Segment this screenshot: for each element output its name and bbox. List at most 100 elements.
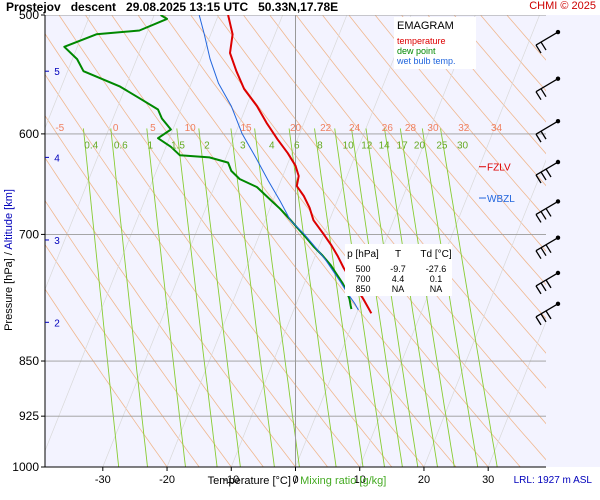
table-cell: 850 xyxy=(355,284,370,294)
wind-barbs xyxy=(535,29,561,326)
wind-barb xyxy=(535,270,561,295)
background-diagonal-line xyxy=(230,15,412,467)
mixing-ratio-label: 20 xyxy=(414,140,426,151)
table-header: Td [°C] xyxy=(420,249,451,260)
dry-adiabat-label: 20 xyxy=(290,123,302,134)
wind-barb-dot xyxy=(555,159,561,165)
dry-adiabat-label: 24 xyxy=(349,123,361,134)
pressure-tick-label: 700 xyxy=(19,227,39,241)
pressure-tick-label: 500 xyxy=(19,8,39,22)
wind-barb-dot xyxy=(555,301,561,307)
wind-barb-feather xyxy=(535,174,542,184)
level-label-wbzl: WBZL xyxy=(487,194,515,205)
mixing-ratio-line xyxy=(288,128,337,467)
mixing-ratio-label: 12 xyxy=(361,140,373,151)
wind-barb-staff xyxy=(535,303,559,318)
table-cell: 0.1 xyxy=(430,274,443,284)
table-cell: 500 xyxy=(355,264,370,274)
credit-label: CHMI © 2025 xyxy=(529,0,596,12)
dry-adiabat-label: 22 xyxy=(320,123,332,134)
wind-barb-dot xyxy=(555,29,561,35)
dry-adiabat-label: 32 xyxy=(458,123,470,134)
altitude-tick-label: 4 xyxy=(54,153,60,164)
mixing-ratio-line xyxy=(421,128,479,467)
pressure-tick-label: 1000 xyxy=(12,460,39,474)
altitude-tick-label: 2 xyxy=(54,318,60,329)
mixing-ratio-line xyxy=(351,128,403,467)
dry-adiabat-line xyxy=(427,15,546,155)
dry-adiabat-label: 30 xyxy=(427,123,439,134)
data-table: p [hPa] T Td [°C] 500 -9.7 -27.6 700 4.4 0.1 850 N… xyxy=(345,244,452,296)
mixing-ratio-label: 3 xyxy=(240,140,246,151)
axis-labels: -5 0 5 10 15 20 22 24 26 28 30 32 340.4 0.6 1 1.5 2 3 4 6 8 1… xyxy=(3,8,503,487)
mixing-ratio-line xyxy=(146,128,186,467)
wind-barb-feather xyxy=(545,208,552,217)
series-line-dew-point xyxy=(63,15,353,310)
dry-adiabat-line xyxy=(58,15,393,467)
background-diagonal-line xyxy=(423,159,546,467)
legend-entry-temperature: temperature xyxy=(397,36,446,46)
wind-barb-feather xyxy=(535,285,542,295)
wind-barb-feather xyxy=(540,313,547,323)
dry-adiabat-label: 0 xyxy=(113,123,119,134)
dry-adiabat-line xyxy=(322,15,546,286)
dry-adiabat-line xyxy=(137,15,489,467)
mixing-ratio-label: 30 xyxy=(457,140,469,151)
x-axis-title: Temperature [°C] / Mixing ratio [g/kg] xyxy=(208,475,387,487)
dry-adiabat-line xyxy=(374,15,546,219)
x-tick-label: 20 xyxy=(418,474,430,486)
wind-barb-feather xyxy=(545,168,552,178)
table-cell: -9.7 xyxy=(390,264,406,274)
wind-barb-staff xyxy=(535,31,559,46)
wind-barb-feather xyxy=(540,88,547,98)
mixing-ratio-label: 1 xyxy=(148,140,154,151)
table-cell: NA xyxy=(430,284,443,294)
mixing-ratio-label: 10 xyxy=(343,140,355,151)
mixing-ratio-label: 1.5 xyxy=(171,140,185,151)
pressure-tick-label: 925 xyxy=(19,409,39,423)
mixing-ratio-label: 0.6 xyxy=(114,140,128,151)
dry-adiabat-line xyxy=(45,288,168,467)
background-diagonal-line xyxy=(359,15,540,467)
dry-adiabat-line xyxy=(453,15,546,123)
chart-header-title: Prostejov descent 29.08.2025 13:15 UTC 5… xyxy=(6,0,339,14)
background-diagonal-line xyxy=(487,320,546,467)
background-diagonal-line xyxy=(102,15,283,467)
mixing-ratio-label: 4 xyxy=(269,140,275,151)
wind-barb-feather xyxy=(535,91,542,101)
mixing-ratio-line xyxy=(334,128,385,467)
y-axis-title: Pressure [hPa] / Altitude [km] xyxy=(3,189,15,331)
wind-panel xyxy=(546,15,600,467)
legend-entry-dew-point: dew point xyxy=(397,46,436,56)
mixing-ratio-label: 0.4 xyxy=(84,140,98,151)
wind-barb-feather xyxy=(540,211,547,220)
wind-barb xyxy=(535,76,561,101)
table-header: p [hPa] xyxy=(347,249,379,260)
dry-adiabat-line xyxy=(243,15,546,389)
dry-adiabat-line xyxy=(85,15,425,467)
wind-barb-staff xyxy=(535,161,559,176)
wind-barb-feather xyxy=(540,282,547,292)
mixing-ratio-label: 8 xyxy=(317,140,323,151)
altitude-tick-label: 5 xyxy=(54,67,60,78)
dry-adiabat-line xyxy=(295,15,546,320)
mixing-ratio-line xyxy=(314,128,364,467)
x-tick-label: -10 xyxy=(223,474,239,486)
table-cell: -27.6 xyxy=(426,264,447,274)
background-diagonal-line xyxy=(166,15,348,467)
mixing-ratio-label: 25 xyxy=(436,140,448,151)
wind-barb-staff xyxy=(535,120,559,135)
x-tick-label: 0 xyxy=(292,474,298,486)
dry-adiabat-label: -5 xyxy=(55,123,64,134)
wind-barb-feather xyxy=(535,214,542,223)
mixing-ratio-line xyxy=(110,128,148,467)
x-tick-label: -20 xyxy=(159,474,175,486)
wind-barb-feather xyxy=(540,41,547,51)
series-line-wet-bulb-temp xyxy=(198,15,359,311)
pressure-tick-label: 850 xyxy=(19,354,39,368)
dry-adiabat-label: 26 xyxy=(382,123,394,134)
mixing-ratio-line xyxy=(176,128,218,467)
table-cell: NA xyxy=(392,284,405,294)
